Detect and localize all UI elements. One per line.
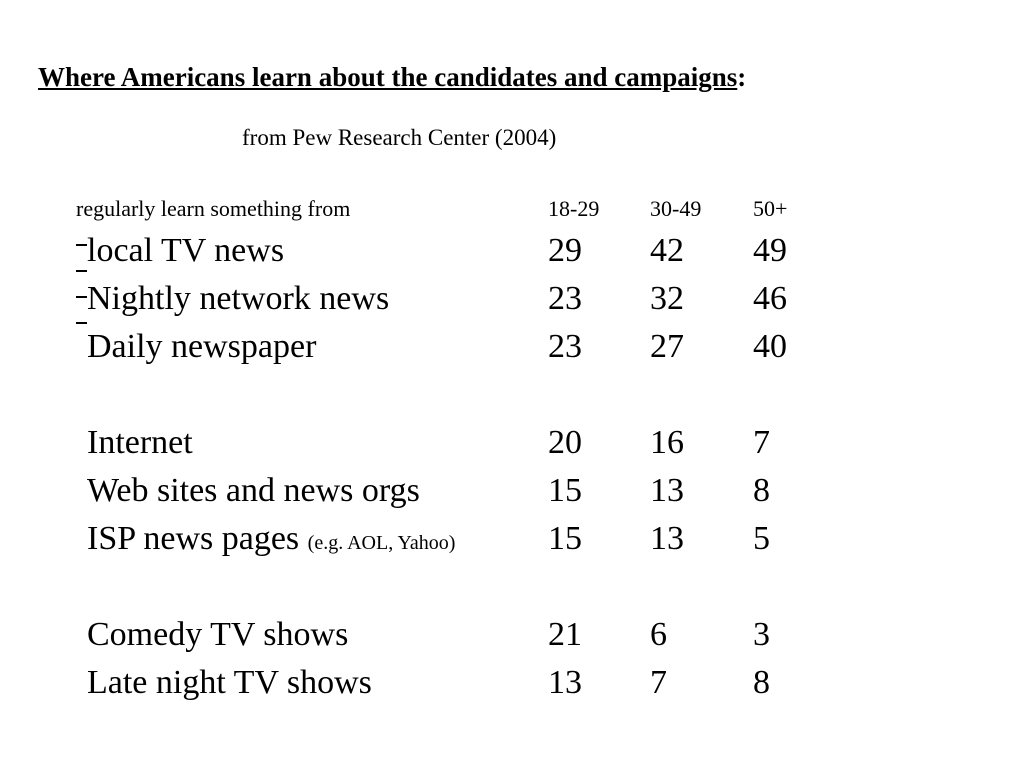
title-colon: : [737,62,747,92]
row-label: Web sites and news orgs [87,472,420,509]
value-30-49: 13 [650,520,684,557]
value-50-plus: 3 [753,616,770,653]
table-row-nightly-network-news: Nightly network news 23 32 46 [87,277,807,321]
value-50-plus: 7 [753,424,770,461]
value-30-49: 32 [650,280,684,317]
table-row-internet: Internet 20 16 7 [87,421,807,465]
row-label: Internet [87,424,193,461]
header-age-50-plus: 50+ [753,196,788,221]
value-30-49: 42 [650,232,684,269]
table-header: regularly learn something from 18-29 30-… [76,196,793,222]
table-row-daily-newspaper: Daily newspaper 23 27 40 [87,325,807,369]
row-label-note: (e.g. AOL, Yahoo) [307,532,456,554]
value-18-29: 15 [548,472,582,509]
value-50-plus: 40 [753,328,787,365]
value-30-49: 27 [650,328,684,365]
value-18-29: 20 [548,424,582,461]
title-text: Where Americans learn about the candidat… [38,62,738,92]
value-30-49: 13 [650,472,684,509]
row-label: local TV news [87,232,285,269]
row-label: Late night TV shows [87,664,372,701]
value-50-plus: 49 [753,232,787,269]
value-30-49: 16 [650,424,684,461]
value-18-29: 29 [548,232,582,269]
value-18-29: 23 [548,280,582,317]
value-50-plus: 8 [753,472,770,509]
value-18-29: 23 [548,328,582,365]
row-label: Nightly network news [87,280,390,317]
row-label: Comedy TV shows [87,616,349,653]
value-50-plus: 5 [753,520,770,557]
value-18-29: 13 [548,664,582,701]
table-row-late-night-tv-shows: Late night TV shows 13 7 8 [87,661,807,705]
table-row-comedy-tv-shows: Comedy TV shows 21 6 3 [87,613,807,657]
header-label: regularly learn something from [76,196,351,221]
table-row-local-tv-news: local TV news 29 42 49 [87,229,807,273]
value-50-plus: 46 [753,280,787,317]
value-18-29: 15 [548,520,582,557]
value-50-plus: 8 [753,664,770,701]
value-30-49: 6 [650,616,667,653]
slide-title: Where Americans learn about the candidat… [38,62,746,93]
source-subtitle: from Pew Research Center (2004) [242,125,557,150]
header-age-30-49: 30-49 [650,196,702,221]
value-18-29: 21 [548,616,582,653]
row-label: ISP news pages (e.g. AOL, Yahoo) [87,517,455,565]
header-age-18-29: 18-29 [548,196,600,221]
table-row-web-sites: Web sites and news orgs 15 13 8 [87,469,807,513]
table-row-isp-news-pages: ISP news pages (e.g. AOL, Yahoo) 15 13 5 [87,517,807,561]
row-label-text: ISP news pages [87,520,300,557]
value-30-49: 7 [650,664,667,701]
row-label: Daily newspaper [87,328,317,365]
